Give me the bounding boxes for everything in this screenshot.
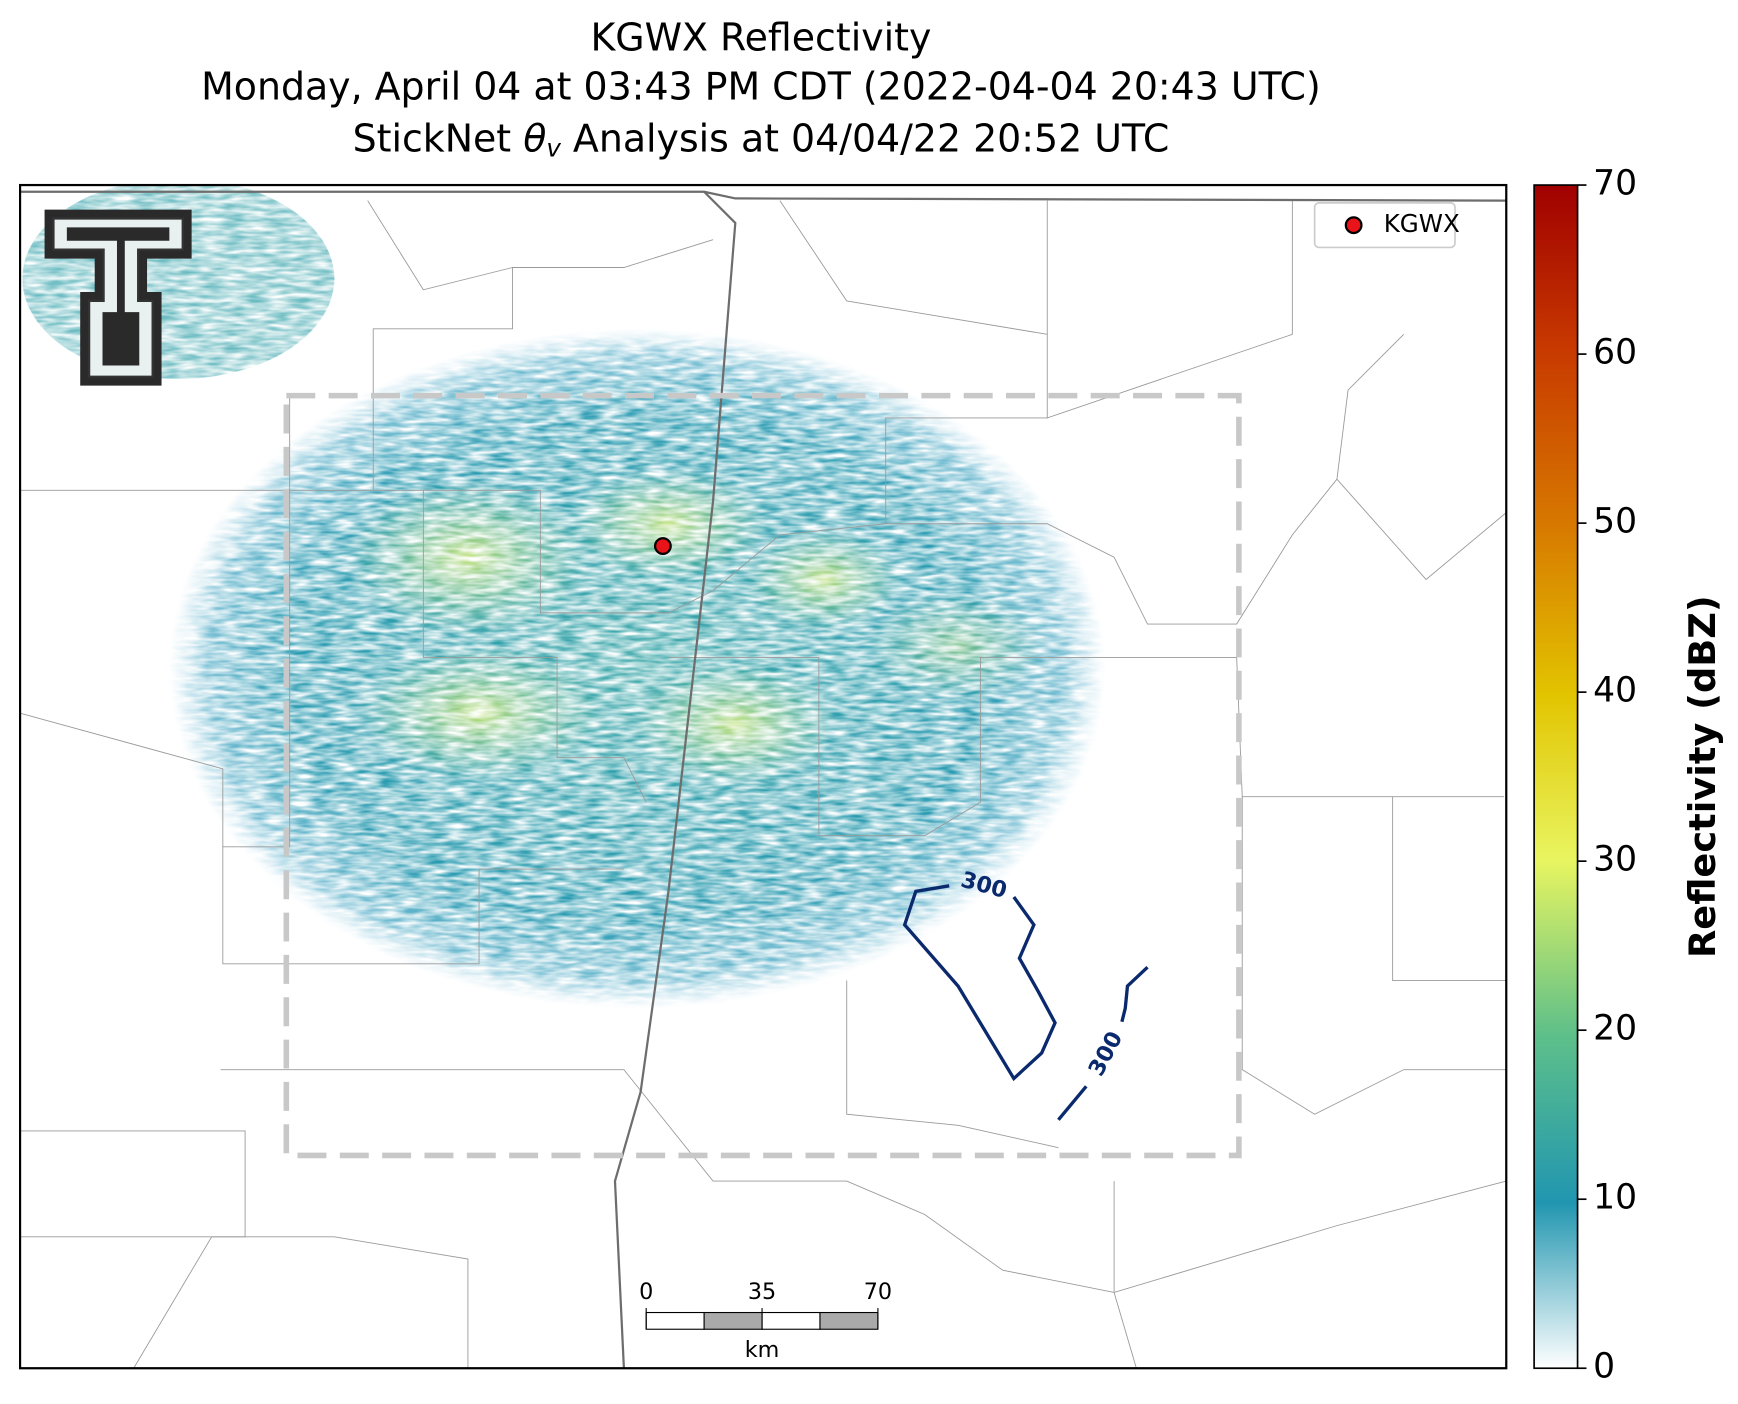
colorbar-tick-label: 70 — [1593, 164, 1637, 204]
scale-segment — [645, 1311, 705, 1330]
colorbar-label: Reflectivity (dBZ) — [1681, 595, 1724, 958]
contour-line — [1057, 965, 1149, 1121]
county-lines — [20, 200, 1507, 1369]
scale-segment — [703, 1311, 763, 1330]
legend-label: KGWX — [1384, 209, 1460, 238]
legend-box — [1313, 202, 1456, 249]
state-border — [613, 190, 737, 1369]
title-line: KGWX Reflectivity — [590, 16, 931, 60]
contour-line — [902, 884, 1057, 1082]
colorbar-tick-label: 10 — [1593, 1178, 1637, 1218]
colorbar-tick-label: 40 — [1593, 671, 1637, 711]
logo — [44, 209, 192, 386]
legend-marker — [1344, 216, 1363, 235]
radar-site — [653, 537, 672, 555]
colorbar-tick-label: 30 — [1593, 840, 1637, 880]
colorbar — [1533, 184, 1579, 1370]
scale-unit: km — [745, 1337, 780, 1363]
colorbar-tick-label: 0 — [1593, 1347, 1615, 1387]
title-part: v — [546, 133, 561, 162]
map-frame — [18, 183, 1508, 1370]
scale-label: 35 — [748, 1279, 776, 1305]
title-line: Monday, April 04 at 03:43 PM CDT (2022-0… — [201, 65, 1321, 109]
title-line: StickNet θv Analysis at 04/04/22 20:52 U… — [353, 116, 1170, 162]
state-border — [20, 190, 1507, 202]
title-part — [561, 116, 573, 160]
title-part: StickNet — [353, 116, 512, 160]
map — [20, 185, 1507, 1369]
colorbar-tick-label: 60 — [1593, 333, 1637, 373]
colorbar-tick-label: 50 — [1593, 502, 1637, 542]
analysis-domain — [283, 392, 1242, 1159]
scale-segment — [819, 1311, 879, 1330]
title-part: Analysis at 04/04/22 20:52 UTC — [573, 116, 1169, 160]
radar-echo — [22, 185, 1106, 1009]
title-part: θ — [523, 116, 546, 160]
scale-segment — [761, 1311, 821, 1330]
scale-label: 70 — [864, 1279, 892, 1305]
scale-label: 0 — [639, 1279, 653, 1305]
colorbar-tick-label: 20 — [1593, 1009, 1637, 1049]
